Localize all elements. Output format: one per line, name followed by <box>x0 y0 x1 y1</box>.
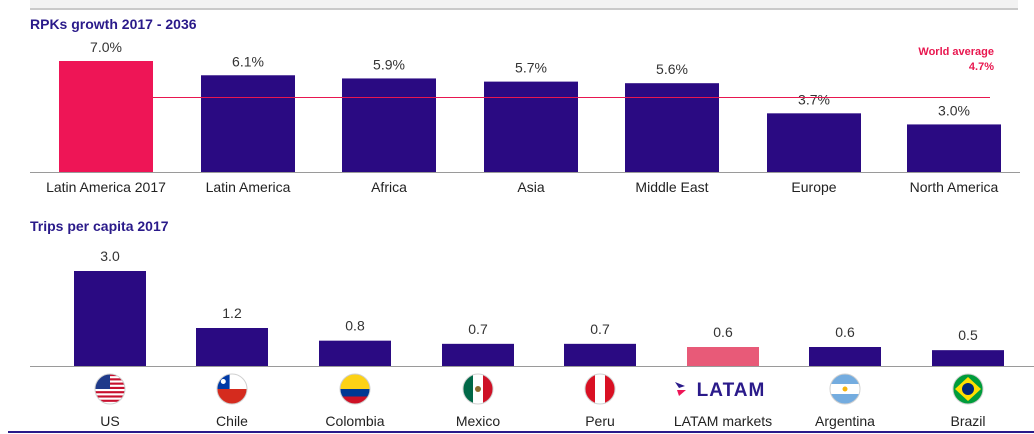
chart2-bar <box>196 328 268 366</box>
chart2-tick-label: Colombia <box>325 413 384 429</box>
chart2-bar <box>932 350 1004 366</box>
chart2-title: Trips per capita 2017 <box>30 218 169 234</box>
chile-star <box>220 379 226 384</box>
argentina-flag-icon <box>830 374 860 404</box>
chart2-tick-label: US <box>100 413 119 429</box>
chart1-data-label: 6.1% <box>232 53 264 69</box>
chart2-data-label: 3.0 <box>100 248 120 264</box>
chart2-data-label: 1.2 <box>222 305 242 321</box>
us-flag-icon-ring <box>94 373 126 405</box>
chart1-bar <box>59 61 153 172</box>
mexico-green <box>463 374 473 404</box>
chart1-bar <box>907 124 1001 172</box>
top-divider <box>30 0 1018 10</box>
chart1-tick-label: Europe <box>791 179 836 195</box>
chart2-tick-label: Argentina <box>815 413 875 429</box>
us-stripe <box>95 395 125 398</box>
chart1-bar <box>342 78 436 172</box>
chart2-data-label: 0.6 <box>713 324 733 340</box>
colombia-flag-icon <box>340 374 370 404</box>
chart2-bar <box>687 347 759 366</box>
mexico-red <box>483 374 493 404</box>
chile-red <box>217 389 247 404</box>
peru-flag-icon-ring <box>584 373 616 405</box>
latam-logo-mark-bottom <box>677 390 686 396</box>
latam-logo-icon <box>675 382 686 396</box>
chart1-tick-label: Africa <box>371 179 407 195</box>
chart2-data-label: 0.7 <box>468 321 488 337</box>
chart2-tick-label: Mexico <box>456 413 501 429</box>
chart2-tick-label: LATAM markets <box>674 413 772 429</box>
chart1-bar <box>484 81 578 172</box>
peru-white <box>595 374 605 404</box>
chart1-bar <box>625 83 719 172</box>
chart1-reference-label: World average <box>918 46 994 58</box>
chart1-tick-label: Latin America 2017 <box>46 179 166 195</box>
chart1-data-label: 3.0% <box>938 102 970 118</box>
brazil-globe <box>962 383 974 395</box>
colombia-flag-icon-ring <box>339 373 371 405</box>
colombia-red <box>340 396 370 404</box>
chile-flag-icon-ring <box>216 373 248 405</box>
latam-logo-mark-top <box>675 382 685 388</box>
argentina-sun <box>842 386 848 392</box>
colombia-blue <box>340 389 370 397</box>
chart1-bar <box>767 113 861 172</box>
chart1-reference-value: 4.7% <box>969 61 994 73</box>
latam-logo-text: LATAM <box>697 380 766 401</box>
chart2-tick-label: Chile <box>216 413 248 429</box>
chart1-data-label: 5.9% <box>373 56 405 72</box>
chart2-data-label: 0.7 <box>590 321 610 337</box>
colombia-yellow <box>340 374 370 389</box>
argentina-bottom <box>830 394 860 404</box>
chart2-bar <box>809 347 881 366</box>
us-stripe <box>95 399 125 402</box>
chart1-tick-label: Asia <box>517 179 544 195</box>
peru-red-left <box>585 374 595 404</box>
brazil-flag-icon-ring <box>952 373 984 405</box>
chart1-data-label: 3.7% <box>798 91 830 107</box>
chart2-data-label: 0.6 <box>835 324 855 340</box>
chart2-tick-label: Brazil <box>950 413 985 429</box>
peru-red-right <box>605 374 615 404</box>
mexico-flag-icon <box>463 374 493 404</box>
chart2-data-label: 0.8 <box>345 318 365 334</box>
chart2-tick-label: Peru <box>585 413 615 429</box>
chart2-data-label: 0.5 <box>958 327 978 343</box>
chart1-data-label: 7.0% <box>90 39 122 55</box>
chart1-tick-label: Latin America <box>206 179 291 195</box>
chart2-bar <box>442 343 514 366</box>
chart1-data-label: 5.6% <box>656 61 688 77</box>
chart2-bar <box>319 340 391 366</box>
chart1-tick-label: Middle East <box>635 179 708 195</box>
chart1-title: RPKs growth 2017 - 2036 <box>30 16 197 32</box>
argentina-top <box>830 374 860 384</box>
us-stripe <box>95 391 125 394</box>
bottom-divider <box>8 431 1034 433</box>
argentina-flag-icon-ring <box>829 373 861 405</box>
brazil-flag-icon <box>953 374 983 404</box>
chart1-bar <box>201 75 295 172</box>
chart1-data-label: 5.7% <box>515 60 547 76</box>
peru-flag-icon <box>585 374 615 404</box>
chart2-bar <box>74 271 146 366</box>
mexico-flag-icon-ring <box>462 373 494 405</box>
mexico-emblem <box>475 386 481 392</box>
chart1-tick-label: North America <box>910 179 999 195</box>
chart2-bar <box>564 343 636 366</box>
